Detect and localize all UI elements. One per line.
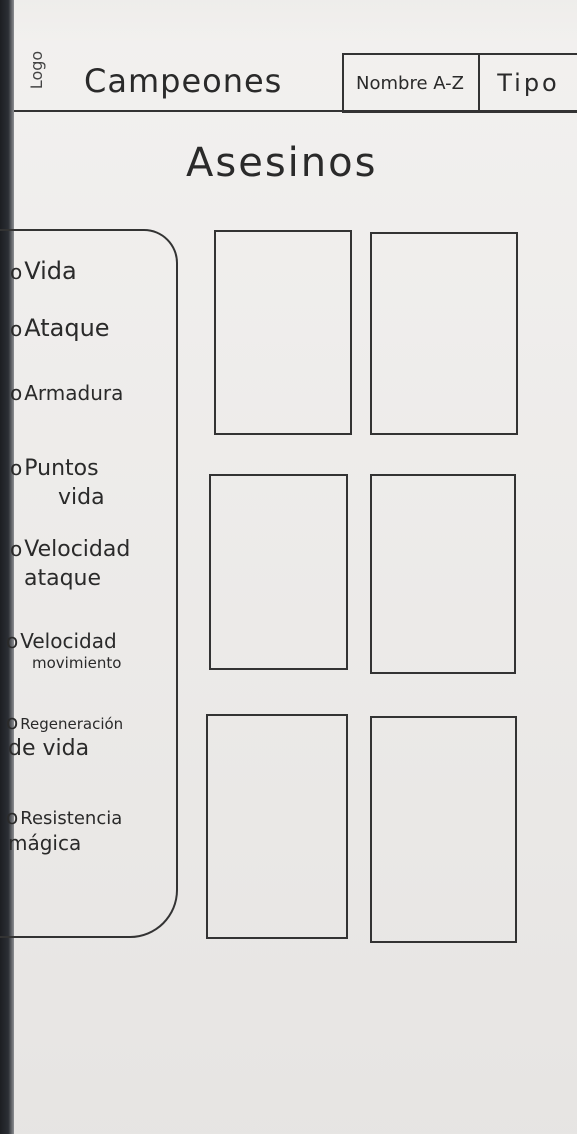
filter-ataque[interactable]: oAtaque <box>10 313 110 344</box>
left-edge <box>0 0 14 1134</box>
filter-label: Puntos <box>24 456 99 481</box>
sort-type-button[interactable]: Tipo <box>497 69 560 97</box>
filter-label: Armadura <box>24 381 124 405</box>
filter-label: Velocidad <box>24 537 131 562</box>
filter-label: Ataque <box>24 314 110 342</box>
radio-icon: o <box>6 710 19 734</box>
page-title: Asesinos <box>186 140 378 186</box>
logo[interactable]: Logo <box>26 50 46 90</box>
filter-label-2: movimiento <box>32 654 122 672</box>
champion-card[interactable] <box>370 474 516 674</box>
filter-vida[interactable]: oVida <box>10 256 77 287</box>
champion-card[interactable] <box>209 474 348 670</box>
filter-velocidad-movimiento[interactable]: o Velocidad movimiento <box>6 628 121 674</box>
sort-controls <box>342 53 577 113</box>
filter-puntos-vida[interactable]: oPuntos vida <box>10 455 105 512</box>
filter-sidebar <box>0 229 178 938</box>
radio-icon: o <box>10 537 23 561</box>
filter-velocidad-ataque[interactable]: oVelocidad ataque <box>10 536 130 593</box>
champion-card[interactable] <box>214 230 352 435</box>
header-divider <box>14 110 577 112</box>
radio-icon: o <box>10 456 23 480</box>
paper-top <box>0 0 577 44</box>
filter-label: Resistencia <box>20 808 123 829</box>
paper-background <box>14 0 577 1134</box>
radio-icon: o <box>10 260 23 284</box>
champion-card[interactable] <box>370 716 517 943</box>
filter-label-2: vida <box>58 484 105 510</box>
filter-label-2: mágica <box>8 831 82 856</box>
filter-label-2: de vida <box>8 736 90 761</box>
filter-label: Vida <box>24 257 77 285</box>
champion-card[interactable] <box>370 232 518 435</box>
filter-label-2: ataque <box>24 565 102 591</box>
radio-icon: o <box>6 629 19 653</box>
sort-name-button[interactable]: Nombre A-Z <box>342 53 480 113</box>
champion-card[interactable] <box>206 714 348 939</box>
filter-armadura[interactable]: o Armadura <box>10 380 123 406</box>
header-title[interactable]: Campeones <box>84 62 283 100</box>
filter-label: Regeneración <box>20 715 124 733</box>
filter-regeneracion-vida[interactable]: o Regeneración de vida <box>6 709 123 764</box>
filter-resistencia-magica[interactable]: o Resistencia mágica <box>6 804 122 856</box>
radio-icon: o <box>10 381 23 405</box>
radio-icon: o <box>10 317 23 341</box>
filter-label: Velocidad <box>20 629 117 653</box>
radio-icon: o <box>6 805 19 829</box>
